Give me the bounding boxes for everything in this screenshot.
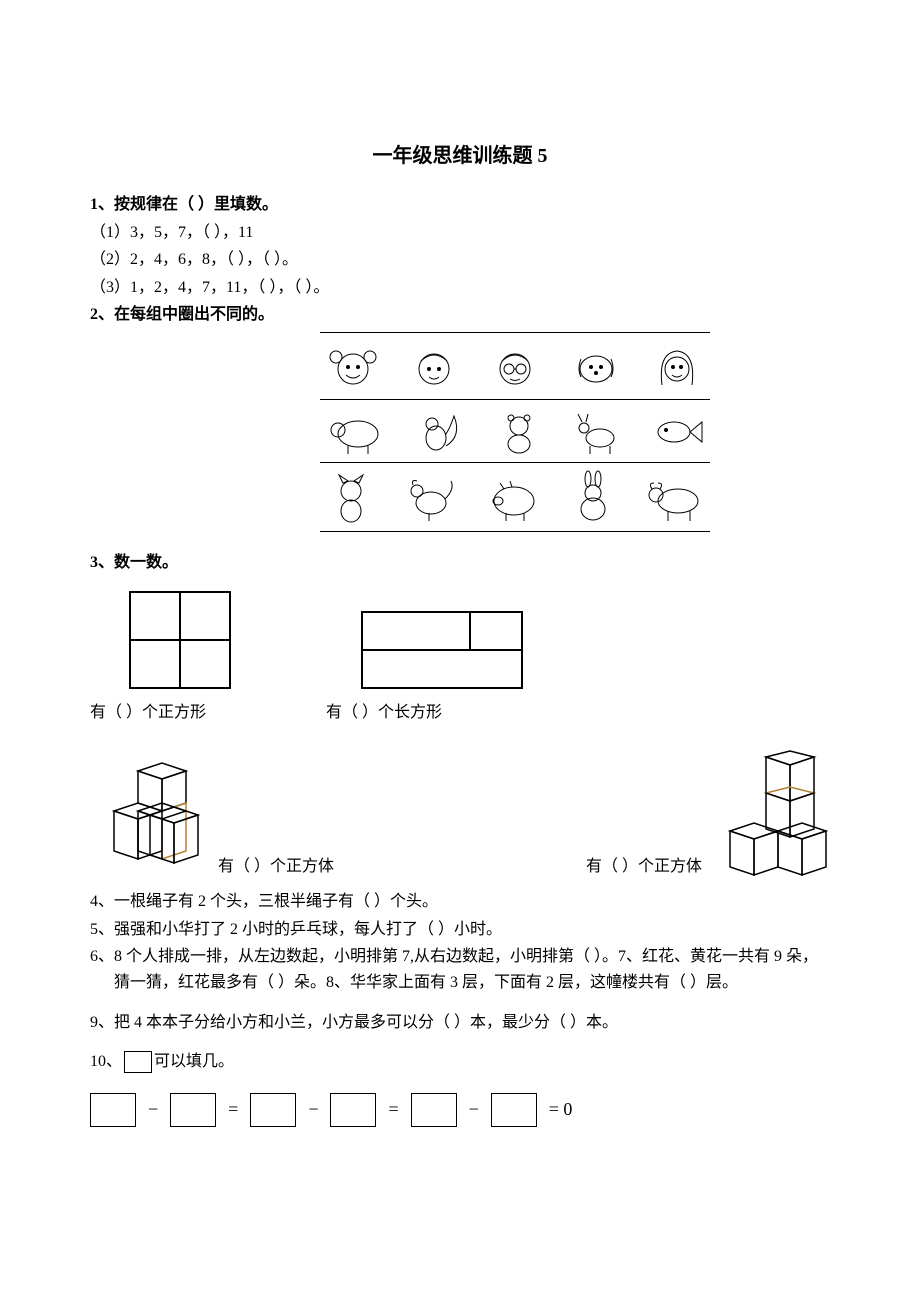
q10-suffix: 可以填几。: [154, 1053, 234, 1070]
rect-3-icon: [360, 610, 530, 690]
eq-box-4: [330, 1093, 376, 1127]
equals-1: =: [228, 1095, 238, 1124]
q2-row1: [320, 332, 710, 399]
equals-2: =: [388, 1095, 398, 1124]
q2-stem: 2、在每组中圈出不同的。: [90, 302, 830, 328]
eq-box-5: [411, 1093, 457, 1127]
girl-pigtails-icon: [324, 339, 382, 393]
eq-box-1: [90, 1093, 136, 1127]
rooster-icon: [401, 469, 459, 525]
q2-row2: [320, 399, 710, 462]
cat-icon: [324, 469, 378, 525]
girl-long-hair-icon: [648, 339, 706, 393]
boy-icon: [405, 339, 463, 393]
cubes-4-icon: [710, 749, 830, 879]
page-title: 一年级思维训练题 5: [90, 140, 830, 172]
sheep-icon: [324, 406, 386, 456]
minus-1: −: [148, 1095, 158, 1124]
q1-line2: （2）2，4，6，8，（ ），（ ）。: [90, 247, 830, 273]
dog-icon: [567, 339, 625, 393]
cap-cube2: 有（ ）个正方体: [586, 854, 702, 880]
q1-stem: 1、按规律在（ ）里填数。: [90, 192, 830, 218]
q6-8: 6、8 个人排成一排，从左边数起，小明排第 7,从右边数起，小明排第（ ）。7、…: [90, 944, 830, 995]
minus-2: −: [308, 1095, 318, 1124]
q2-image-grid: [320, 332, 710, 532]
ox-icon: [642, 469, 706, 525]
minus-3: −: [469, 1095, 479, 1124]
q10: 10、 可以填几。: [90, 1049, 830, 1075]
q1-line1: （1）3，5，7，（ ），11: [90, 220, 830, 246]
cap-squares: 有（ ）个正方形: [90, 700, 206, 726]
bear-cub-icon: [492, 406, 546, 456]
eq-box-3: [250, 1093, 296, 1127]
q3-shapes-row: [120, 590, 830, 690]
q4: 4、一根绳子有 2 个头，三根半绳子有（ ）个头。: [90, 889, 830, 915]
grid-2x2-icon: [120, 590, 240, 690]
fish-icon: [648, 406, 706, 456]
equals-zero: = 0: [549, 1095, 573, 1124]
q9: 9、把 4 本本子分给小方和小兰，小方最多可以分（ ）本，最少分（ ）本。: [90, 1010, 830, 1036]
eq-box-2: [170, 1093, 216, 1127]
squirrel-icon: [410, 406, 468, 456]
eq-box-6: [491, 1093, 537, 1127]
boy-glasses-icon: [486, 339, 544, 393]
q5: 5、强强和小华打了 2 小时的乒乓球，每人打了（ ）小时。: [90, 917, 830, 943]
cap-cube1: 有（ ）个正方体: [218, 854, 334, 880]
q10-prefix: 10、: [90, 1053, 122, 1070]
q10-equation: − = − = − = 0: [90, 1093, 830, 1127]
q1-line3: （3）1，2，4，7，11，（ ），（ ）。: [90, 275, 830, 301]
q3-captions-1: 有（ ）个正方形 有（ ）个长方形: [90, 700, 830, 726]
rabbit-icon: [567, 469, 619, 525]
cap-rects: 有（ ）个长方形: [326, 700, 442, 726]
q3-stem: 3、数一数。: [90, 550, 830, 576]
cubes-3-icon: [90, 759, 210, 879]
deer-icon: [570, 406, 624, 456]
pig-icon: [482, 469, 544, 525]
q2-row3: [320, 462, 710, 532]
q3-cubes-row: 有（ ）个正方体 有（ ）个正方体: [90, 749, 830, 879]
fill-box-icon: [124, 1051, 152, 1073]
